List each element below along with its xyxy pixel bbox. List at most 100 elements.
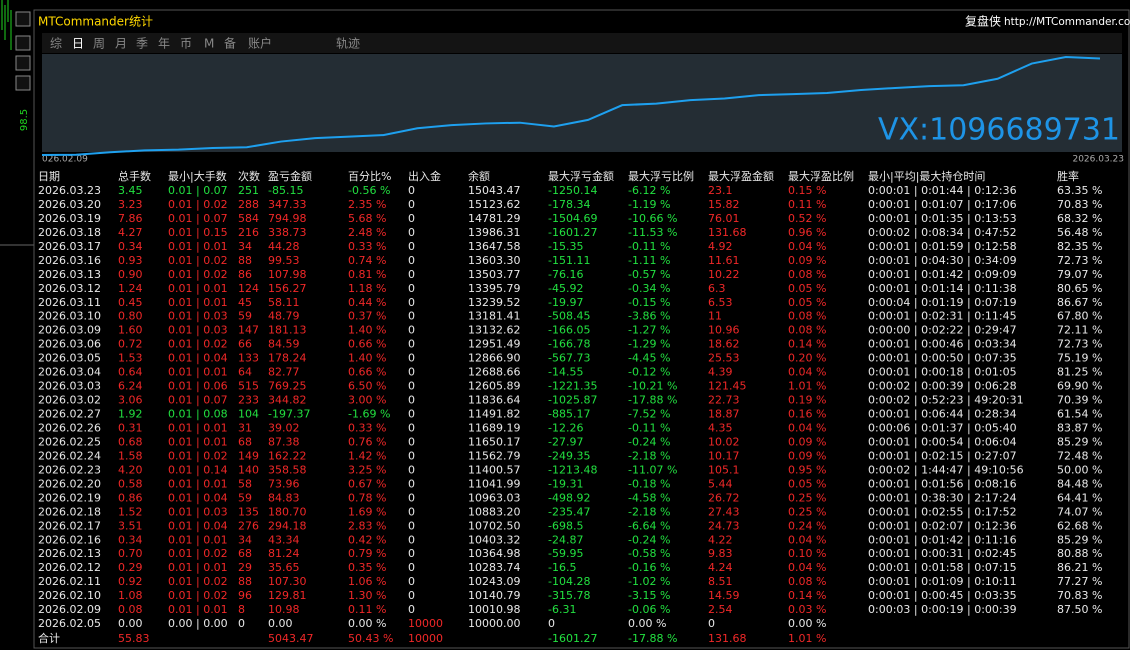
column-header: 日期: [38, 170, 60, 183]
cell: -16.5: [548, 561, 576, 574]
cell: 0.29: [118, 561, 143, 574]
column-header: 总手数: [118, 169, 151, 183]
column-header: 最小|大手数: [168, 169, 227, 183]
cell: 15123.62: [468, 198, 521, 211]
tab[interactable]: 月: [115, 37, 127, 51]
tool-button[interactable]: [15, 55, 31, 71]
cell: 75.19 %: [1057, 352, 1102, 365]
cell: 22.73: [708, 394, 740, 407]
cell: 0:00:01 | 0:02:15 | 0:27:07: [868, 449, 1017, 462]
cell: 0.01 | 0.03: [168, 505, 228, 518]
cell: -0.58 %: [628, 547, 670, 560]
cell: 0.01 | 0.01: [168, 296, 228, 309]
cell: 181.13: [268, 324, 307, 337]
cell: 12605.89: [468, 380, 521, 393]
cell: 58: [238, 477, 252, 490]
cell: 86: [238, 268, 252, 281]
cell: 0.04 %: [788, 561, 826, 574]
total-cell: -17.88 %: [628, 632, 677, 645]
cell: 0.24 %: [788, 519, 826, 532]
cell: 0.70: [118, 547, 143, 560]
cell: 4.39: [708, 366, 733, 379]
tab[interactable]: 币: [180, 37, 192, 51]
cell: 294.18: [268, 519, 307, 532]
cell: -1025.87: [548, 394, 597, 407]
cell: 61.54 %: [1057, 408, 1102, 421]
tab[interactable]: 轨迹: [336, 37, 360, 51]
tab[interactable]: M: [204, 37, 214, 51]
tool-button[interactable]: [15, 35, 31, 51]
cell: -59.95: [548, 547, 583, 560]
cell: 23.1: [708, 184, 733, 197]
cell: 0.00 %: [628, 617, 666, 630]
cell: 6.3: [708, 282, 726, 295]
cell: -76.16: [548, 268, 583, 281]
cell: 0.79 %: [348, 547, 386, 560]
cell: 0.11 %: [788, 198, 826, 211]
cell: -1601.27: [548, 226, 597, 239]
cell: 10243.09: [468, 575, 521, 588]
cell: 276: [238, 519, 259, 532]
tool-button[interactable]: [15, 11, 31, 27]
cell: 0: [408, 589, 415, 602]
tab[interactable]: 综: [50, 37, 62, 51]
cell: 1.01 %: [788, 380, 826, 393]
cell: 0.04 %: [788, 421, 826, 434]
cell: -11.07 %: [628, 463, 677, 476]
cell: 14.59: [708, 589, 740, 602]
cell: 0: [408, 449, 415, 462]
tab[interactable]: 季: [136, 37, 148, 51]
cell: 81.25 %: [1057, 366, 1102, 379]
cell: 0.01 | 0.01: [168, 561, 228, 574]
cell: 10.02: [708, 435, 740, 448]
cell: 0.01 | 0.01: [168, 421, 228, 434]
cell: -0.06 %: [628, 603, 670, 616]
cell: 10140.79: [468, 589, 521, 602]
cell: 0.01 | 0.03: [168, 310, 228, 323]
cell: 0.16 %: [788, 408, 826, 421]
cell: 0.01 | 0.01: [168, 282, 228, 295]
cell: 107.30: [268, 575, 307, 588]
cell: 0.01 | 0.14: [168, 463, 228, 476]
cell: 0.05 %: [788, 282, 826, 295]
cell: 0:00:01 | 0:00:31 | 0:02:45: [868, 547, 1017, 560]
cell: 10702.50: [468, 519, 521, 532]
cell: 0:00:02 | 0:08:34 | 0:47:52: [868, 226, 1017, 239]
cell: -24.87: [548, 533, 583, 546]
column-header: 次数: [238, 169, 260, 183]
tab[interactable]: 备: [224, 37, 236, 51]
cell: 0:00:01 | 0:01:07 | 0:17:06: [868, 198, 1017, 211]
cell: 11: [708, 310, 722, 323]
cell: 64: [238, 366, 252, 379]
cell: 99.53: [268, 254, 300, 267]
cell: -85.15: [268, 184, 303, 197]
cell: 0.66 %: [348, 366, 386, 379]
cell: 2026.03.03: [38, 380, 101, 393]
cell: 2026.02.24: [38, 449, 101, 462]
url[interactable]: http://MTCommander.com: [1004, 16, 1130, 28]
cell: 347.33: [268, 198, 307, 211]
cell: 10000.00: [468, 617, 521, 630]
cell: 13395.79: [468, 282, 521, 295]
cell: -0.34 %: [628, 282, 670, 295]
tool-button[interactable]: [15, 75, 31, 91]
cell: 0.01 | 0.02: [168, 198, 228, 211]
cell: 48.79: [268, 310, 300, 323]
cell: 0.20 %: [788, 352, 826, 365]
tab[interactable]: 周: [93, 37, 105, 51]
cell: 59: [238, 310, 252, 323]
cell: 0:00:01 | 0:04:30 | 0:34:09: [868, 254, 1017, 267]
cell: 0.09 %: [788, 435, 826, 448]
cell: 0: [238, 617, 245, 630]
tab[interactable]: 年: [158, 37, 170, 51]
cell: 2026.03.11: [38, 296, 101, 309]
cell: 83.87 %: [1057, 421, 1102, 434]
cell: 288: [238, 198, 259, 211]
cell: -6.64 %: [628, 519, 670, 532]
tab[interactable]: 日: [72, 37, 84, 51]
cell: 0:00:01 | 0:00:45 | 0:03:35: [868, 589, 1017, 602]
cell: 26.72: [708, 491, 740, 504]
cell: 140: [238, 463, 259, 476]
tab[interactable]: 账户: [248, 36, 272, 51]
